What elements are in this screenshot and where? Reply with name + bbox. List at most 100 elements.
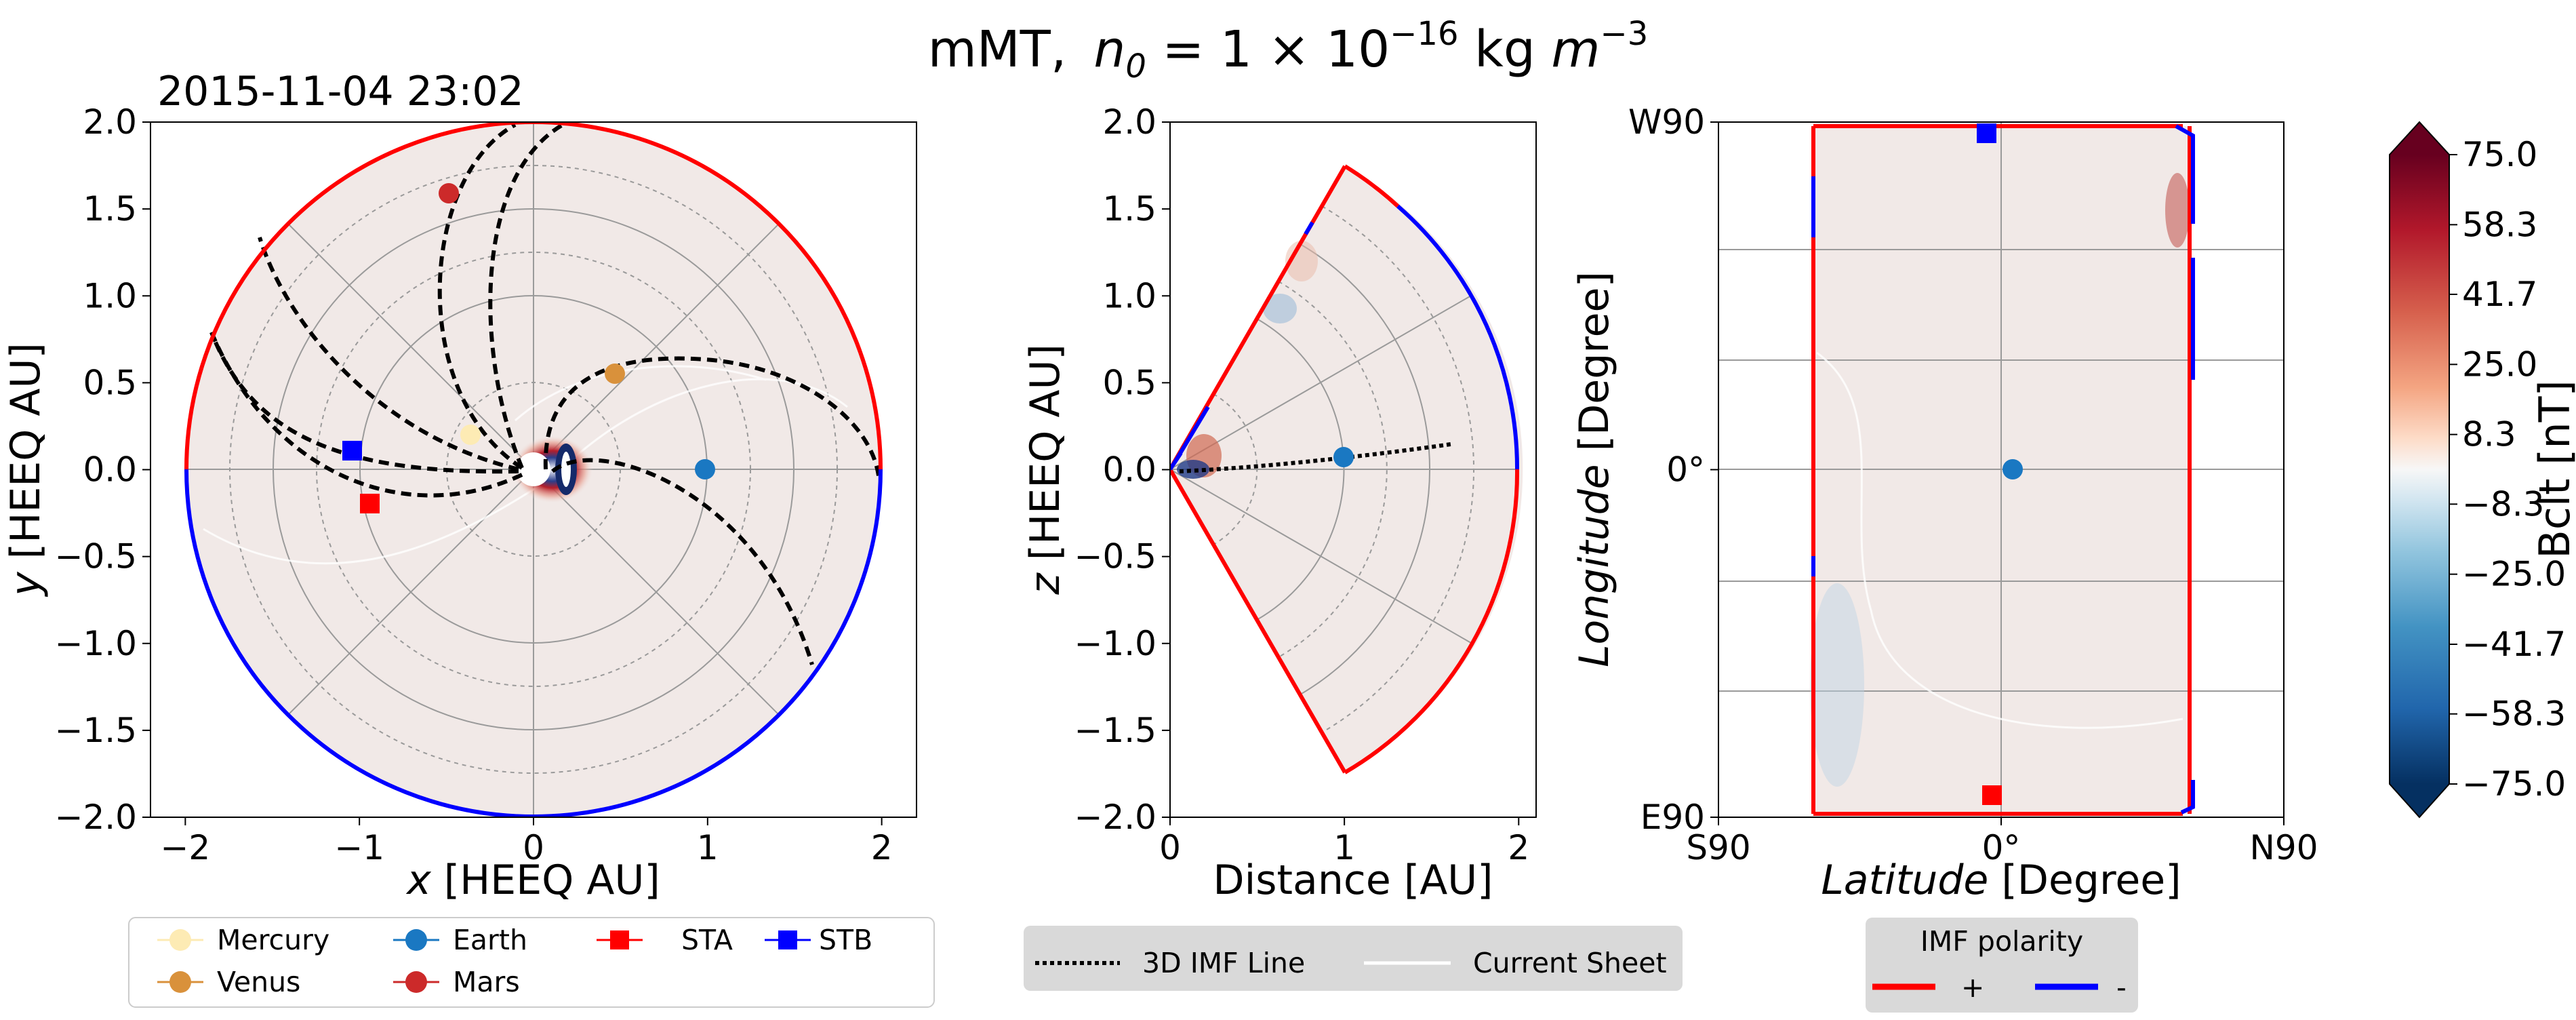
y-tick-label: 1.0 <box>83 276 137 315</box>
y-tick-label: 0.0 <box>83 450 137 490</box>
earth-marker <box>695 459 715 479</box>
legend-item-mercury: Mercury <box>157 924 329 956</box>
meridional-xlabel: Distance [AU] <box>1213 857 1493 904</box>
y-tick-label: W90 <box>1628 102 1705 142</box>
polarity-legend: IMF polarity + - <box>1866 918 2138 1013</box>
svg-text:Mars: Mars <box>453 966 520 998</box>
earth-marker-boundary <box>2003 459 2023 479</box>
colorbar-tick-label: −58.3 <box>2462 694 2566 734</box>
y-tick-label: −1.0 <box>1074 624 1156 663</box>
x-tick-label: 1 <box>697 828 719 867</box>
legend-item-venus: Venus <box>157 966 300 998</box>
colorbar: 75.0 58.3 41.7 25.0 8.3 −8.3 −25.0 −41.7 −58.3 −7… <box>2389 121 2576 819</box>
venus-marker <box>605 364 625 384</box>
y-tick-label: 1.5 <box>1102 189 1156 229</box>
y-tick-label: 1.0 <box>1102 276 1156 315</box>
boundary-panel: W90 0° E90 S90 0° N90 Latitude [Degree] Long… <box>1571 102 2318 904</box>
meridional-panel: 2.0 1.5 1.0 0.5 0.0 −0.5 −1.0 −1.5 −2.0 0 1 2 Dist… <box>1022 102 1537 904</box>
mercury-marker <box>460 425 481 445</box>
y-tick-label: 0.0 <box>1102 450 1156 490</box>
legend-item-mars: Mars <box>393 966 520 998</box>
x-tick-label: 0 <box>1159 828 1181 867</box>
time-label: 2015-11-04 23:02 <box>157 68 524 115</box>
ecliptic-xlabel: x [HEEQ AU] <box>405 857 660 904</box>
boundary-x-ticks: S90 0° N90 <box>1686 817 2318 867</box>
x-tick-label: S90 <box>1686 828 1750 867</box>
svg-text:Earth: Earth <box>453 924 527 956</box>
x-tick-label: 2 <box>1508 828 1529 867</box>
svg-text:+: + <box>1961 971 1984 1004</box>
bodies-legend: Mercury Venus Earth Mars STA STB <box>128 917 935 1008</box>
ecliptic-panel: 2015-11-04 23:02 2.0 1.5 1.0 0.5 0.0 −0.5 −1.0… <box>2 68 917 904</box>
y-tick-label: −1.5 <box>1074 711 1156 750</box>
y-tick-label: −2.0 <box>1074 798 1156 837</box>
svg-text:STB: STB <box>819 924 872 956</box>
svg-text:Venus: Venus <box>217 966 300 998</box>
x-tick-label: 2 <box>871 828 893 867</box>
figure-title: mMT, n0 = 1 × 10−16 kg m−3 <box>928 15 1648 85</box>
svg-text:Current Sheet: Current Sheet <box>1473 947 1667 979</box>
meridional-y-ticks: 2.0 1.5 1.0 0.5 0.0 −0.5 −1.0 −1.5 −2.0 <box>1074 102 1170 837</box>
x-tick-label: −1 <box>334 828 384 867</box>
colorbar-tick-label: 25.0 <box>2462 345 2537 384</box>
x-tick-label: 0 <box>523 828 544 867</box>
mars-marker <box>439 183 459 203</box>
legend-item-current-sheet: Current Sheet <box>1364 947 1667 979</box>
boundary-y-ticks: W90 0° E90 <box>1628 102 1718 837</box>
y-tick-label: −2.0 <box>55 798 137 837</box>
meridional-x-ticks: 0 1 2 <box>1159 817 1529 867</box>
sta-marker <box>360 494 380 513</box>
stb-marker-boundary <box>1977 123 1996 143</box>
y-tick-label: −0.5 <box>1074 537 1156 576</box>
y-tick-label: 0° <box>1666 450 1705 490</box>
x-tick-label: 1 <box>1333 828 1355 867</box>
svg-text:IMF polarity: IMF polarity <box>1920 925 2083 958</box>
svg-text:-: - <box>2116 971 2127 1004</box>
legend-item-sta: STA <box>597 924 733 956</box>
colorbar-tick-label: −41.7 <box>2462 625 2566 664</box>
legend-item-earth: Earth <box>393 924 527 956</box>
earth-marker-meridional <box>1333 447 1354 467</box>
imf-spiral-lines <box>209 123 881 665</box>
meridional-ylabel: z [HEEQ AU] <box>1022 344 1069 595</box>
colorbar-ticks: 75.0 58.3 41.7 25.0 8.3 −8.3 −25.0 −41.7 −58.3 −7… <box>2449 135 2566 804</box>
ecliptic-ylabel: y [HEEQ AU] <box>2 342 49 597</box>
y-tick-label: 2.0 <box>1102 102 1156 142</box>
y-tick-label: −0.5 <box>55 537 137 576</box>
x-tick-label: 0° <box>1982 828 2021 867</box>
y-tick-label: 0.5 <box>83 363 137 402</box>
colorbar-tick-label: 41.7 <box>2462 275 2537 314</box>
stb-marker <box>342 441 362 460</box>
colorbar-tick-label: −25.0 <box>2462 555 2566 594</box>
colorbar-tick-label: 58.3 <box>2462 205 2537 244</box>
colorbar-tick-label: 75.0 <box>2462 135 2537 174</box>
y-tick-label: 0.5 <box>1102 363 1156 402</box>
colorbar-tick-label: −75.0 <box>2462 764 2566 804</box>
lines-legend: 3D IMF Line Current Sheet <box>1024 926 1683 991</box>
colorbar-label: Bclt [nT] <box>2530 380 2576 558</box>
boundary-xlabel: Latitude [Degree] <box>1821 857 2181 904</box>
colorbar-tick-label: 8.3 <box>2462 415 2516 454</box>
svg-text:Mercury: Mercury <box>217 924 329 956</box>
x-tick-label: −2 <box>161 828 211 867</box>
legend-item-negative-polarity: - <box>2035 971 2127 1004</box>
imf-line-meridional <box>1179 442 1451 473</box>
y-tick-label: −1.5 <box>55 711 137 750</box>
y-tick-label: 1.5 <box>83 189 137 229</box>
colorbar-tick-label: −8.3 <box>2462 484 2544 524</box>
y-tick-label: E90 <box>1641 798 1705 837</box>
ecliptic-y-ticks: 2.0 1.5 1.0 0.5 0.0 −0.5 −1.0 −1.5 −2.0 <box>55 102 150 837</box>
polarity-arc-positive <box>184 122 883 470</box>
y-tick-label: −1.0 <box>55 624 137 663</box>
y-tick-label: 2.0 <box>83 102 137 142</box>
svg-text:STA: STA <box>681 924 733 956</box>
legend-item-imf-line: 3D IMF Line <box>1035 947 1305 979</box>
svg-text:3D IMF Line: 3D IMF Line <box>1142 947 1305 979</box>
legend-item-positive-polarity: + <box>1872 971 1984 1004</box>
legend-item-stb: STB <box>765 924 872 956</box>
boundary-ylabel: Longitude [Degree] <box>1571 271 1618 667</box>
ecliptic-x-ticks: −2 −1 0 1 2 <box>161 817 893 867</box>
x-tick-label: N90 <box>2249 828 2318 867</box>
sta-marker-boundary <box>1982 785 2002 805</box>
